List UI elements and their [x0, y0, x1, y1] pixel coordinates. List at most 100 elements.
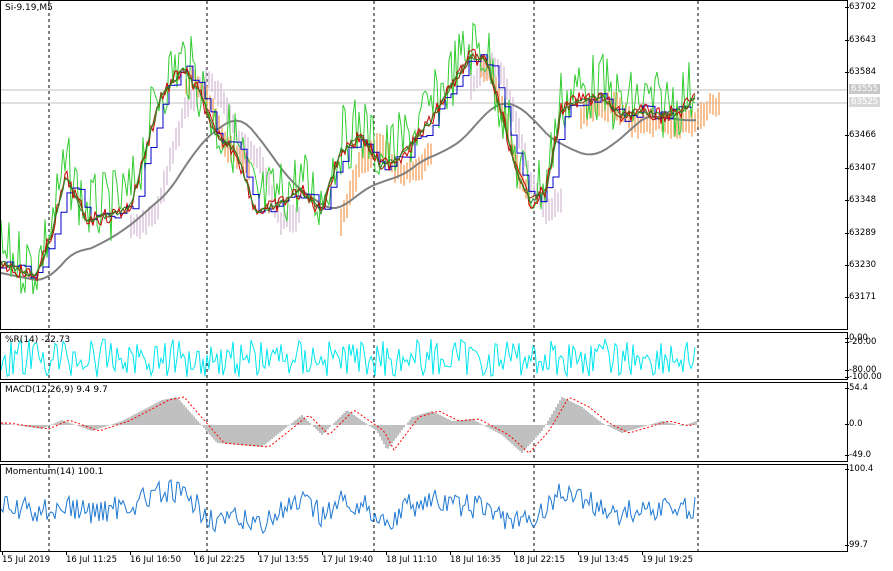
macd-histogram-bar: [357, 417, 359, 425]
momentum-canvas: [1, 465, 699, 551]
macd-histogram-bar: [627, 425, 629, 432]
macd-histogram-bar: [181, 402, 183, 425]
macd-histogram-bar: [339, 417, 341, 425]
macd-histogram-bar: [213, 425, 215, 440]
time-axis: 15 Jul 2019 16 Jul 11:25 16 Jul 16:50 16…: [0, 551, 848, 571]
macd-histogram-bar: [253, 425, 255, 447]
macd-histogram-bar: [205, 425, 207, 431]
macd-histogram-bar: [413, 416, 415, 425]
macd-histogram-bar: [255, 425, 257, 447]
macd-histogram-bar: [295, 419, 297, 425]
macd-histogram-bar: [423, 413, 425, 425]
macd-histogram-bar: [43, 425, 45, 429]
macd-histogram-bar: [653, 423, 655, 425]
macd-histogram-bar: [11, 424, 13, 425]
macd-histogram-bar: [145, 408, 147, 425]
macd-histogram-bar: [513, 425, 515, 446]
macd-histogram-bar: [411, 417, 413, 425]
macd-histogram-bar: [219, 425, 221, 444]
macd-histogram-bar: [553, 410, 555, 425]
macd-histogram-bar: [37, 425, 39, 429]
macd-histogram-bar: [555, 407, 557, 425]
macd-histogram-bar: [501, 425, 503, 435]
macd-histogram-bar: [121, 421, 123, 425]
macd-histogram-bar: [153, 404, 155, 425]
macd-histogram-bar: [637, 425, 639, 429]
macd-histogram-bar: [333, 423, 335, 425]
macd-histogram-bar: [335, 421, 337, 425]
macd-histogram-bar: [245, 425, 247, 446]
macd-histogram-bar: [401, 425, 403, 431]
macd-histogram-bar: [445, 418, 447, 425]
macd-title: MACD(12,26,9) 9.4 9.7: [5, 385, 108, 395]
momentum-pane[interactable]: Momentum(14) 100.1: [0, 464, 848, 552]
macd-histogram-bar: [481, 424, 483, 425]
macd-histogram-bar: [391, 425, 393, 444]
macd-histogram-bar: [453, 420, 455, 425]
macd-histogram-bar: [19, 425, 21, 426]
red-line: [1, 48, 696, 282]
macd-histogram-bar: [547, 420, 549, 425]
macd-histogram-bar: [489, 425, 491, 429]
momentum-title: Momentum(14) 100.1: [5, 467, 104, 477]
price-label: 63466: [844, 130, 877, 140]
macd-histogram-bar: [165, 399, 167, 425]
macd-histogram-bar: [545, 424, 547, 425]
macd-histogram-bar: [275, 425, 277, 436]
macd-histogram-bar: [671, 423, 673, 425]
moving-average-line: [1, 102, 696, 282]
macd-histogram-bar: [457, 420, 459, 425]
macd-histogram-bar: [195, 418, 197, 425]
macd-histogram-bar: [493, 425, 495, 431]
wpr-level: -20.00: [844, 337, 877, 347]
macd-histogram-bar: [351, 413, 353, 425]
macd-histogram-bar: [587, 411, 589, 425]
macd-pane[interactable]: MACD(12,26,9) 9.4 9.7: [0, 382, 848, 462]
macd-histogram-bar: [133, 414, 135, 425]
momentum-level: 100.4: [844, 464, 874, 474]
blue-step-line: [1, 54, 692, 279]
price-chart-canvas: [1, 1, 847, 329]
macd-histogram-bar: [225, 425, 227, 444]
macd-histogram-bar: [521, 425, 523, 453]
main-chart-pane[interactable]: Si-9.19,M5: [0, 0, 848, 330]
time-label: 16 Jul 16:50: [130, 551, 181, 565]
macd-histogram-bar: [87, 425, 89, 430]
macd-histogram-bar: [327, 425, 329, 429]
macd-histogram-bar: [273, 425, 275, 438]
price-label: 63584: [844, 67, 877, 77]
macd-histogram-bar: [105, 425, 107, 427]
macd-histogram-bar: [279, 425, 281, 433]
macd-histogram-bar: [341, 415, 343, 425]
macd-histogram-bar: [585, 410, 587, 425]
macd-histogram-bar: [7, 423, 9, 425]
macd-histogram-bar: [473, 420, 475, 425]
macd-histogram-bar: [27, 425, 29, 427]
macd-histogram-bar: [211, 425, 213, 438]
macd-histogram-bar: [41, 425, 43, 429]
macd-canvas: [1, 383, 699, 461]
macd-histogram-bar: [53, 423, 55, 425]
macd-histogram-bar: [487, 425, 489, 428]
macd-histogram-bar: [687, 424, 689, 425]
macd-histogram-bar: [297, 418, 299, 425]
macd-histogram-bar: [51, 424, 53, 425]
macd-histogram-bar: [85, 425, 87, 429]
macd-histogram-bar: [3, 423, 5, 425]
macd-histogram-bar: [337, 419, 339, 425]
macd-histogram-bar: [285, 425, 287, 428]
macd-histogram-bar: [485, 425, 487, 427]
macd-histogram-bar: [259, 425, 261, 447]
macd-histogram-bar: [139, 411, 141, 425]
macd-histogram-bar: [443, 417, 445, 425]
macd-histogram-bar: [209, 425, 211, 435]
macd-histogram-bar: [143, 409, 145, 425]
macd-histogram-bar: [577, 405, 579, 425]
macd-histogram-bar: [141, 410, 143, 425]
macd-histogram-bar: [507, 425, 509, 441]
macd-histogram-bar: [239, 425, 241, 446]
macd-histogram-bar: [129, 416, 131, 425]
wpr-pane[interactable]: %R(14) -22.73: [0, 332, 848, 380]
macd-histogram-bar: [573, 403, 575, 425]
macd-histogram-bar: [539, 425, 541, 434]
